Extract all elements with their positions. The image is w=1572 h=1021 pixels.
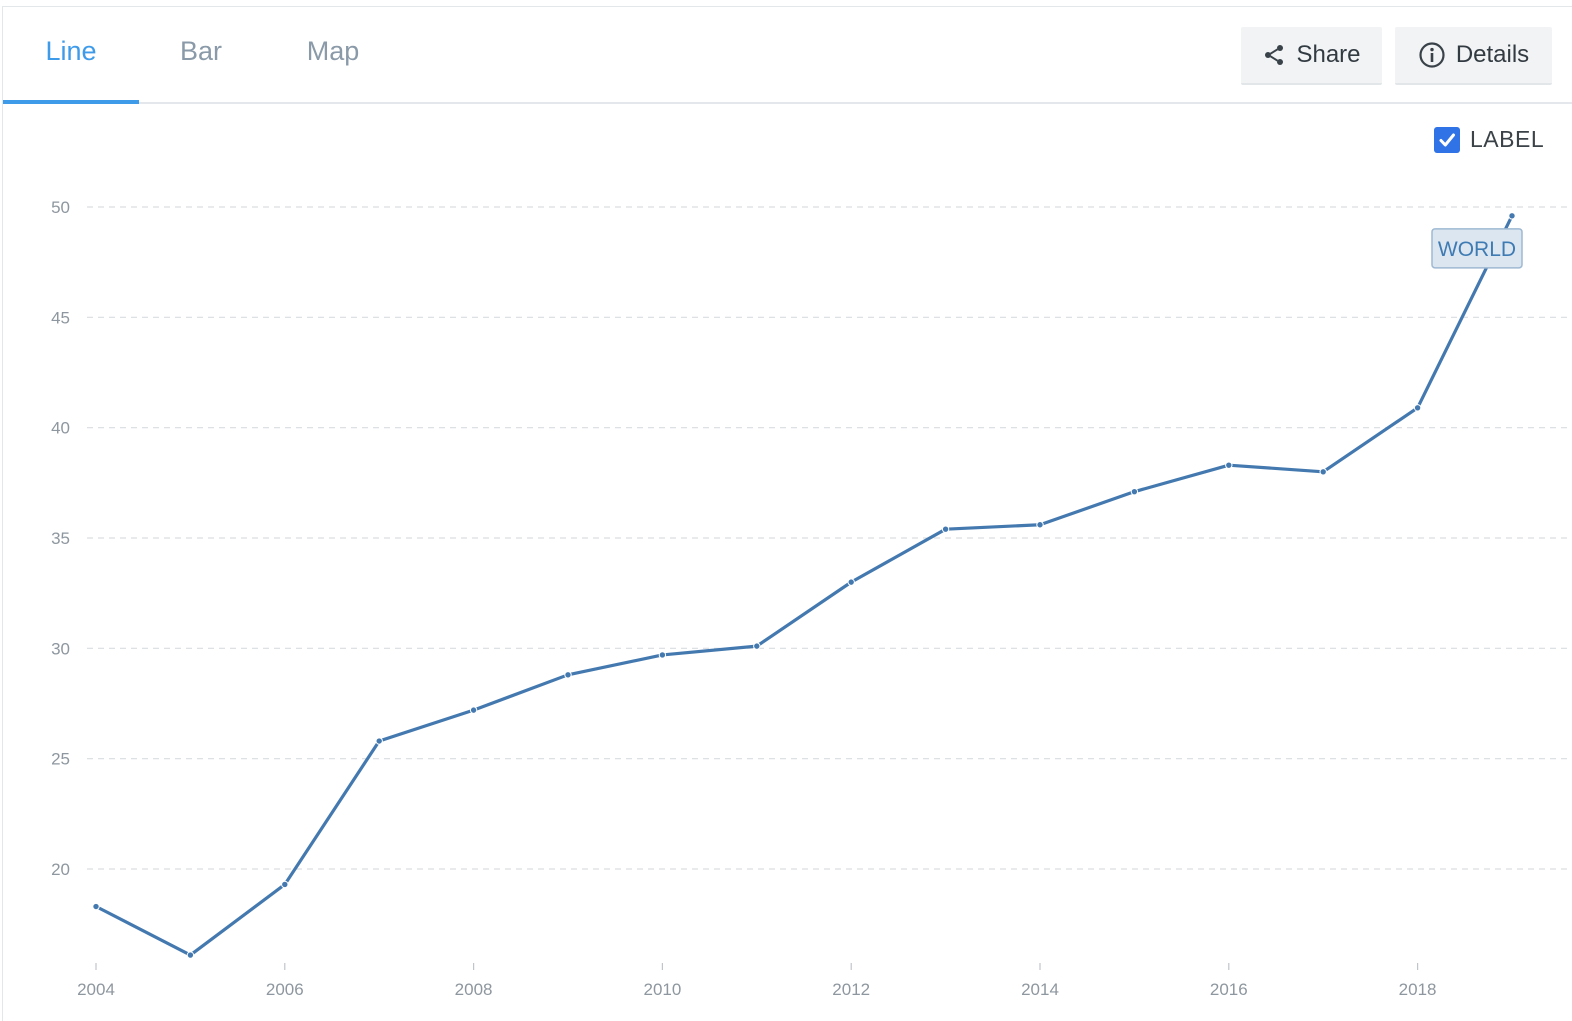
- tab-map[interactable]: Map: [306, 36, 360, 66]
- y-tick-label: 30: [51, 639, 70, 658]
- data-point[interactable]: [375, 737, 383, 745]
- data-point[interactable]: [1036, 521, 1044, 529]
- y-tick-label: 35: [51, 529, 70, 548]
- x-tick-label: 2018: [1399, 980, 1437, 999]
- series-group: [92, 212, 1516, 959]
- info-icon: [1418, 41, 1446, 69]
- y-tick-label: 40: [51, 419, 70, 438]
- data-point[interactable]: [658, 651, 667, 659]
- chart-panel: Line Bar Map Share: [2, 6, 1572, 1021]
- y-tick-label: 45: [51, 308, 70, 327]
- grid-lines: [87, 206, 1572, 870]
- tab-bar-chart[interactable]: Bar: [179, 36, 223, 66]
- data-point[interactable]: [941, 525, 950, 533]
- label-toggle[interactable]: LABEL: [1434, 126, 1544, 153]
- tab-bar: Line Bar Map Share: [3, 7, 1572, 104]
- data-point[interactable]: [186, 951, 195, 959]
- x-tick-label: 2016: [1210, 980, 1248, 999]
- data-point[interactable]: [564, 671, 572, 679]
- series-label-text: WORLD: [1438, 238, 1516, 261]
- data-point[interactable]: [1225, 461, 1233, 469]
- tab-line[interactable]: Line: [3, 7, 139, 104]
- checkmark-icon: [1439, 133, 1455, 146]
- y-tick-label: 20: [51, 860, 70, 879]
- share-label: Share: [1296, 41, 1361, 68]
- data-point[interactable]: [1508, 212, 1516, 220]
- x-tick-label: 2004: [77, 980, 115, 999]
- share-button[interactable]: Share: [1241, 27, 1382, 85]
- label-checkbox[interactable]: [1434, 126, 1460, 153]
- x-tick-label: 2014: [1021, 980, 1059, 999]
- data-point[interactable]: [281, 880, 289, 889]
- label-toggle-text: LABEL: [1470, 126, 1545, 152]
- data-point[interactable]: [847, 578, 855, 586]
- x-tick-label: 2012: [832, 980, 870, 999]
- x-tick-label: 2010: [643, 980, 681, 999]
- x-axis-ticks: 2004 2006 2008 2010 2012 2014 2016 2018: [77, 963, 1437, 999]
- data-point[interactable]: [1319, 468, 1327, 476]
- series-line: [94, 214, 1514, 957]
- details-label: Details: [1455, 41, 1530, 68]
- data-point[interactable]: [1130, 487, 1139, 496]
- data-point[interactable]: [1413, 404, 1422, 412]
- details-button[interactable]: Details: [1395, 27, 1552, 85]
- y-axis-ticks: 20 25 30 35 40 45 50: [51, 198, 70, 879]
- data-point[interactable]: [92, 902, 100, 911]
- x-tick-label: 2006: [266, 980, 304, 999]
- data-point[interactable]: [469, 706, 478, 714]
- series-label-box: [1431, 228, 1523, 269]
- share-icon: [1262, 43, 1286, 67]
- y-tick-label: 50: [51, 198, 70, 217]
- series-label: WORLD: [1431, 228, 1523, 269]
- data-point[interactable]: [753, 642, 761, 650]
- y-tick-label: 25: [51, 750, 70, 769]
- x-tick-label: 2008: [455, 980, 493, 999]
